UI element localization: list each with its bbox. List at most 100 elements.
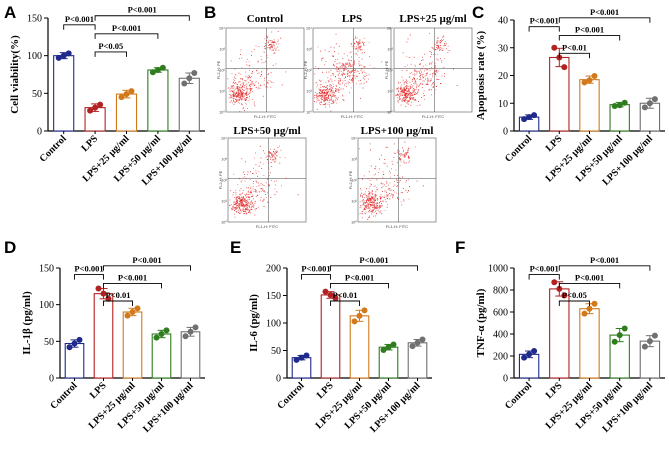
flow-event xyxy=(401,76,403,78)
flow-event xyxy=(260,74,262,76)
flow-event xyxy=(427,81,429,82)
flow-event xyxy=(418,89,419,90)
flow-event xyxy=(380,197,382,199)
flow-event xyxy=(424,53,426,55)
flow-event xyxy=(233,192,235,193)
flow-event xyxy=(385,146,387,148)
flow-event xyxy=(445,48,447,50)
flow-event xyxy=(332,95,334,97)
flow-event xyxy=(241,67,243,69)
flow-event xyxy=(231,85,233,87)
flow-event xyxy=(332,91,334,93)
flow-event xyxy=(334,99,336,101)
flow-event xyxy=(383,162,385,164)
flow-event xyxy=(242,203,244,205)
flow-event xyxy=(329,88,331,90)
flow-event xyxy=(271,46,273,48)
flow-event xyxy=(244,92,246,94)
flow-event xyxy=(323,85,325,87)
flow-event xyxy=(398,82,400,84)
flow-event xyxy=(439,50,441,51)
flow-event xyxy=(356,76,358,77)
flow-event xyxy=(323,93,325,94)
flow-event xyxy=(414,94,416,95)
flow-event xyxy=(234,88,236,90)
flow-event xyxy=(327,91,328,93)
flow-event xyxy=(382,191,383,192)
flow-event xyxy=(377,199,378,201)
y-tick-label: 150 xyxy=(27,14,42,25)
flow-event xyxy=(327,77,329,79)
flow-event xyxy=(239,178,241,180)
flow-event xyxy=(271,44,273,46)
flow-event xyxy=(367,202,369,204)
flow-event xyxy=(246,92,248,94)
flow-event xyxy=(331,79,333,81)
flow-event xyxy=(244,194,246,195)
flow-event xyxy=(373,205,375,207)
y-tick-label: 10 xyxy=(498,99,508,110)
flow-event xyxy=(351,65,353,67)
flow-event xyxy=(379,202,380,203)
flow-event xyxy=(242,198,244,199)
flow-y-label: FL2-H: PE xyxy=(348,170,353,189)
flow-event xyxy=(328,95,329,96)
flow-event xyxy=(402,176,403,178)
flow-event xyxy=(271,42,273,43)
flow-event xyxy=(254,209,256,211)
flow-event xyxy=(239,198,240,200)
flow-event xyxy=(423,95,425,96)
flow-event xyxy=(440,42,441,43)
flow-event xyxy=(324,100,326,102)
flow-event xyxy=(239,93,241,95)
flow-event xyxy=(250,90,252,92)
flow-event xyxy=(441,49,443,51)
flow-event xyxy=(367,198,368,200)
flow-event xyxy=(316,101,317,103)
flow-event xyxy=(403,149,404,151)
flow-event xyxy=(245,80,247,81)
flow-y-tick: 10² xyxy=(306,68,312,73)
flow-event xyxy=(359,65,360,67)
flow-event xyxy=(405,97,406,99)
flow-event xyxy=(321,97,323,98)
flow-event xyxy=(411,72,412,74)
flow-event xyxy=(319,91,321,93)
flow-event xyxy=(322,103,324,105)
flow-event xyxy=(233,201,235,203)
flow-event xyxy=(238,207,240,208)
flow-y-tick: 10⁰ xyxy=(219,110,225,115)
flow-event xyxy=(368,201,370,202)
flow-event xyxy=(245,208,247,210)
flow-event xyxy=(237,81,239,83)
flow-event xyxy=(335,59,337,61)
flow-y-tick: 10⁴ xyxy=(219,26,225,31)
flow-event xyxy=(407,149,409,151)
flow-event xyxy=(255,190,257,192)
flow-event xyxy=(233,200,235,202)
flow-event xyxy=(239,205,241,207)
flow-event xyxy=(251,75,253,77)
flow-event xyxy=(404,89,406,91)
flow-event xyxy=(358,60,360,62)
flow-event xyxy=(364,205,366,207)
flow-event xyxy=(263,191,265,193)
flow-event xyxy=(321,99,322,100)
flow-event xyxy=(325,86,327,88)
flow-event xyxy=(419,104,421,106)
flow-event xyxy=(396,180,398,181)
y-tick-label: 0 xyxy=(503,127,508,138)
flow-event xyxy=(357,42,359,44)
flow-event xyxy=(237,210,239,211)
flow-event xyxy=(400,84,402,86)
flow-event xyxy=(230,100,232,102)
flow-event xyxy=(422,83,424,85)
flow-event xyxy=(362,213,364,215)
flow-event xyxy=(246,193,247,195)
flow-event xyxy=(402,90,403,91)
flow-event xyxy=(267,178,269,180)
flow-event xyxy=(404,97,406,99)
flow-event xyxy=(349,65,351,67)
significance-bracket xyxy=(103,282,162,289)
